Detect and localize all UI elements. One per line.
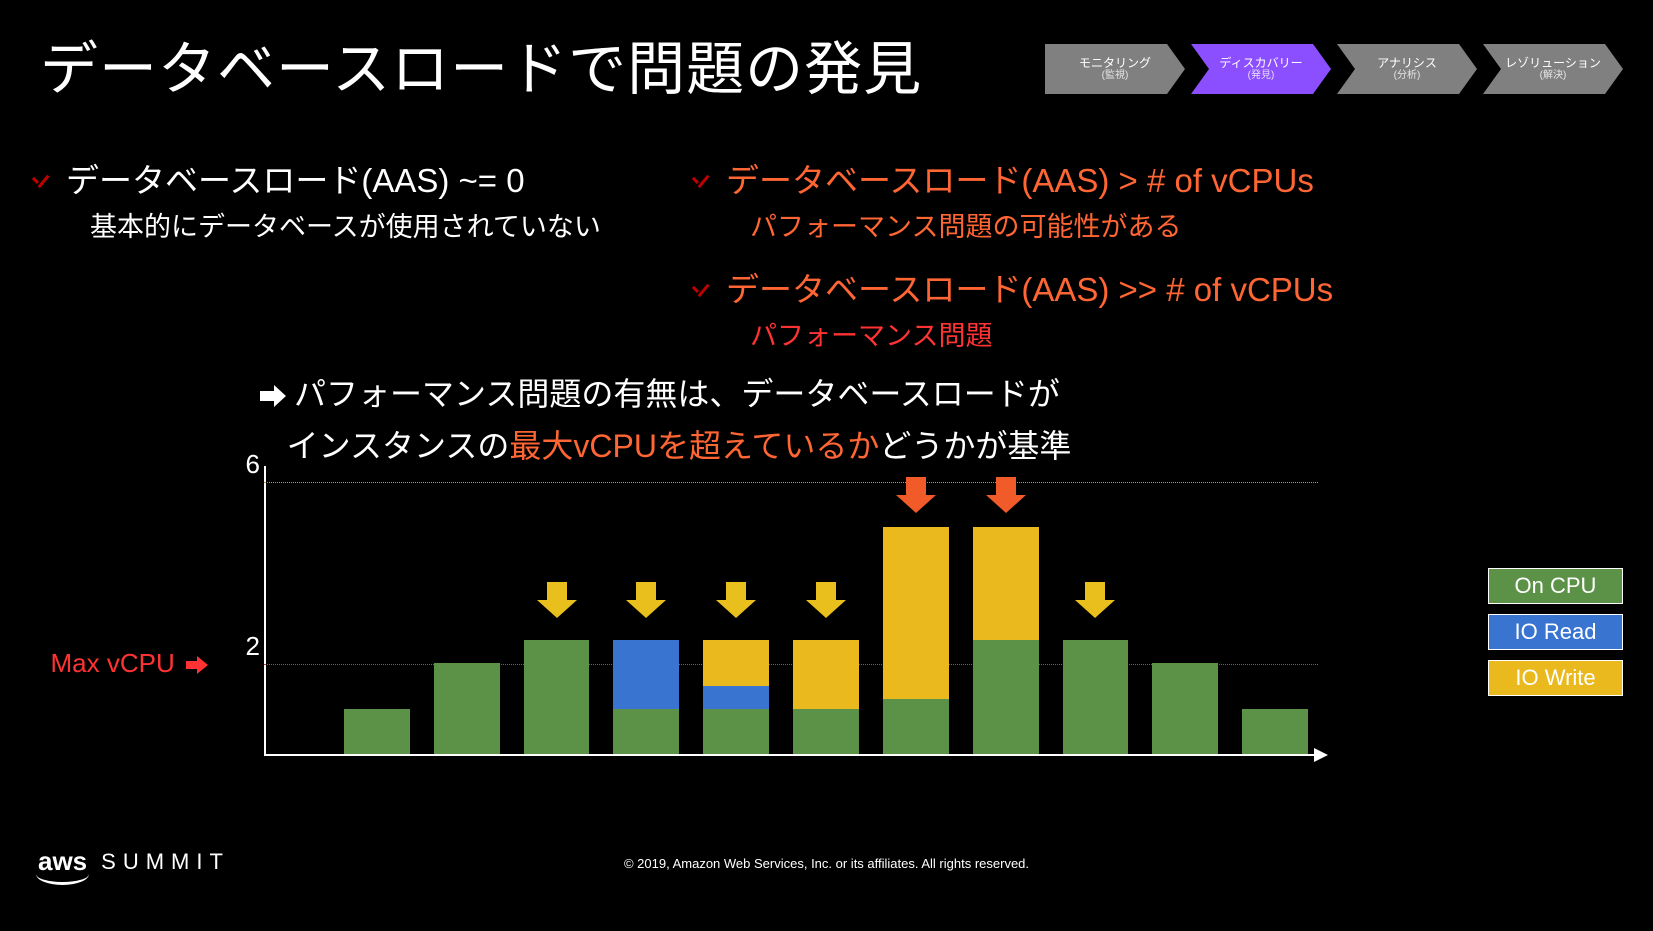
arrow-right-icon [260,372,286,422]
bar-seg-io_write [793,640,859,708]
bar-seg-on_cpu [1152,663,1218,754]
bar [1242,709,1308,755]
breadcrumb-step: レゾリューション(解決) [1483,44,1623,94]
chart-x-axis-arrow-icon [1314,748,1328,762]
bar [973,527,1039,755]
bullet-sub: 基本的にデータベースが使用されていない [90,209,660,245]
bullet-head: データベースロード(AAS) >> # of vCPUs [726,269,1333,312]
aws-wordmark: aws [38,846,87,877]
bar-highlight-arrow-icon [816,582,836,600]
legend-item: IO Write [1488,660,1623,696]
stage-breadcrumb: モニタリング(監視)ディスカバリー(発見)アナリシス(分析)レゾリューション(解… [1045,44,1623,94]
bar-seg-on_cpu [613,709,679,755]
arrow-right-icon [186,650,208,681]
bar-highlight-arrow-head-icon [986,495,1026,513]
bullet-sub: パフォーマンス問題の可能性がある [750,209,1610,245]
bullet-item: データベースロード(AAS) ~= 0 基本的にデータベースが使用されていない [30,160,660,245]
bar-highlight-arrow-head-icon [1075,600,1115,618]
bar [613,640,679,754]
bar-seg-on_cpu [793,709,859,755]
bar-highlight-arrow-icon [906,477,926,495]
summit-wordmark: SUMMIT [101,849,230,875]
bullet-list-left: データベースロード(AAS) ~= 0 基本的にデータベースが使用されていない [30,160,660,269]
bar-seg-io_read [703,686,769,709]
chart-legend: On CPU IO Read IO Write [1488,568,1623,696]
bar-highlight-arrow-icon [636,582,656,600]
gridline-6 [264,482,1318,483]
bar [434,663,500,754]
ytick-6: 6 [220,449,260,480]
bar [344,709,410,755]
copyright-text: © 2019, Amazon Web Services, Inc. or its… [624,856,1029,871]
bullet-head: データベースロード(AAS) ~= 0 [66,160,525,203]
bar-highlight-arrow-head-icon [537,600,577,618]
bar [1063,640,1129,754]
bar-highlight-arrow-head-icon [626,600,666,618]
bullet-list-right: データベースロード(AAS) > # of vCPUs パフォーマンス問題の可能性… [690,160,1610,379]
bullet-item: データベースロード(AAS) > # of vCPUs パフォーマンス問題の可能性… [690,160,1610,245]
bar-seg-on_cpu [1242,709,1308,755]
bar [703,640,769,754]
breadcrumb-step: モニタリング(監視) [1045,44,1185,94]
bars-container [264,527,1308,755]
check-icon [690,279,712,301]
bar-seg-io_read [613,640,679,708]
check-icon [30,170,52,192]
bar-seg-io_write [883,527,949,700]
slide-title: データベースロードで問題の発見 [40,22,922,106]
bar-highlight-arrow-head-icon [896,495,936,513]
summary-line2-post: どうかが基準 [879,428,1071,464]
bar [524,640,590,754]
summary-text: パフォーマンス問題の有無は、データベースロードが インスタンスの最大vCPUを超… [260,370,1071,471]
breadcrumb-step: ディスカバリー(発見) [1191,44,1331,94]
bar-highlight-arrow-icon [996,477,1016,495]
bar-seg-on_cpu [973,640,1039,754]
bar [1152,663,1218,754]
bar-seg-on_cpu [434,663,500,754]
bar-seg-on_cpu [883,699,949,754]
aws-summit-logo: aws SUMMIT [38,846,230,877]
bar-highlight-arrow-icon [726,582,746,600]
bar-seg-io_write [703,640,769,686]
summary-line1: パフォーマンス問題の有無は、データベースロードが [294,376,1060,412]
chart-x-axis [264,754,1318,756]
bar-highlight-arrow-icon [547,582,567,600]
ytick-2: 2 [220,631,260,662]
bar-seg-io_write [973,527,1039,641]
summary-line2-pre: インスタンスの [287,428,510,464]
check-icon [690,170,712,192]
bullet-item: データベースロード(AAS) >> # of vCPUs パフォーマンス問題 [690,269,1610,354]
bar [883,527,949,754]
bar-highlight-arrow-icon [1085,582,1105,600]
bar-seg-on_cpu [1063,640,1129,754]
bar [793,640,859,754]
max-vcpu-label: Max vCPU [51,648,212,681]
summary-line2-em: 最大vCPUを超えているか [509,428,879,464]
breadcrumb-step: アナリシス(分析) [1337,44,1477,94]
bar-seg-on_cpu [703,709,769,755]
bullet-sub: パフォーマンス問題 [750,318,1610,354]
bar-seg-on_cpu [524,640,590,754]
legend-item: On CPU [1488,568,1623,604]
bullet-head: データベースロード(AAS) > # of vCPUs [726,160,1314,203]
bar-seg-on_cpu [344,709,410,755]
bar-highlight-arrow-head-icon [806,600,846,618]
bar-highlight-arrow-head-icon [716,600,756,618]
legend-item: IO Read [1488,614,1623,650]
dbload-chart: 62Max vCPU [248,466,1308,756]
